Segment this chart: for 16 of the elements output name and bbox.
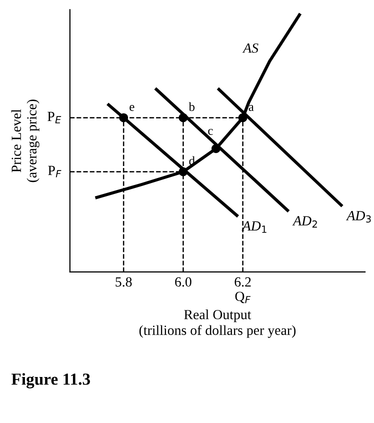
x-axis-title: Real Output (trillions of dollars per year) (139, 310, 296, 338)
caption: Figure 11.3 (12, 373, 90, 388)
x-tick-label: 6.2 Q$_{F}$ (234, 277, 251, 304)
annotation: e (130, 105, 134, 112)
annotation: P$_{F}$ (48, 166, 62, 178)
annotation: c (208, 128, 213, 135)
annotation: a (248, 105, 254, 112)
annotation: AS (242, 43, 258, 53)
x-tick-label: 5.8 (116, 277, 132, 287)
annotation: AD$_{3}$ (346, 211, 371, 223)
annotation: AD$_{1}$ (242, 221, 266, 233)
annotation: b (188, 102, 195, 112)
annotation: AD$_{2}$ (292, 216, 317, 228)
y-axis-title: Price Level (average price) (11, 100, 40, 182)
annotation: P$_{E}$ (48, 112, 62, 124)
x-tick-label: 6.0 (175, 277, 192, 287)
